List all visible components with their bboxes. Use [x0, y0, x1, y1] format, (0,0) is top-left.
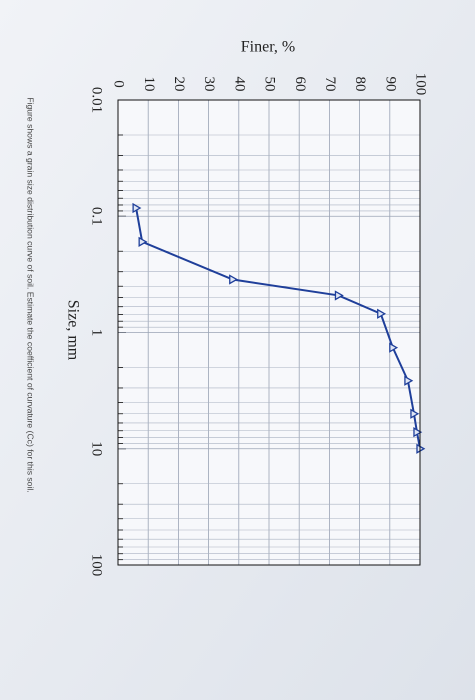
x-axis-title: Size, mm	[64, 300, 81, 361]
x-tick-label: 1	[89, 329, 105, 337]
y-tick-label: 60	[292, 77, 308, 92]
plot-frame	[117, 99, 421, 566]
y-tick-label: 20	[171, 77, 187, 92]
grid: 0 10 20 30 40 50 60 70 80 90 100 0.01 0.1 1 10 100	[89, 73, 429, 577]
y-axis-title: Finer, %	[241, 39, 295, 56]
y-tick-label: 40	[231, 77, 247, 92]
data-point	[132, 202, 142, 214]
data-point	[138, 236, 148, 247]
y-tick-label: 30	[201, 77, 217, 92]
marks	[132, 202, 426, 454]
data-point	[229, 274, 239, 285]
y-tick-label: 50	[262, 77, 278, 92]
data-point	[410, 408, 420, 419]
y-tick-label: 10	[141, 77, 157, 92]
data-line	[135, 207, 421, 449]
x-tick-label: 0.01	[89, 87, 105, 113]
y-tick-label: 100	[413, 73, 429, 96]
caption: Figure shows a grain size distribution c…	[26, 97, 36, 492]
y-tick-label: 80	[352, 77, 368, 92]
x-tick-label: 100	[89, 554, 105, 577]
data-point	[413, 427, 423, 438]
data-point	[389, 342, 399, 353]
x-tick-label: 0.1	[89, 207, 105, 226]
data-point	[377, 308, 387, 319]
x-tick-label: 10	[89, 441, 105, 456]
data-point	[334, 290, 344, 301]
y-tick-label: 70	[322, 77, 338, 92]
data-point	[404, 375, 414, 386]
y-tick-label: 90	[382, 77, 398, 92]
y-tick-label: 0	[111, 80, 127, 88]
